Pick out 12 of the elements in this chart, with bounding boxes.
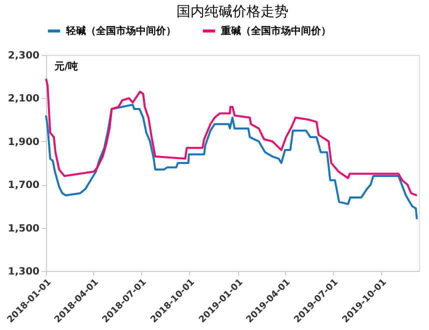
legend-label: 重碱（全国市场中间价） <box>220 25 331 37</box>
line-series <box>45 78 418 196</box>
chart-title: 国内纯碱价格走势 <box>176 4 288 20</box>
line-series <box>45 104 418 220</box>
y-tick-label: 1,300 <box>8 266 40 278</box>
legend-label: 轻碱（全国市场中间价） <box>65 25 176 37</box>
y-axis-title: 元/吨 <box>54 60 78 72</box>
y-tick-label: 2,100 <box>8 94 40 105</box>
y-tick-label: 1,900 <box>8 136 40 148</box>
y-tick-label: 1,700 <box>8 180 40 192</box>
y-tick-label: 2,300 <box>8 50 40 62</box>
y-tick-label: 1,500 <box>8 223 40 234</box>
